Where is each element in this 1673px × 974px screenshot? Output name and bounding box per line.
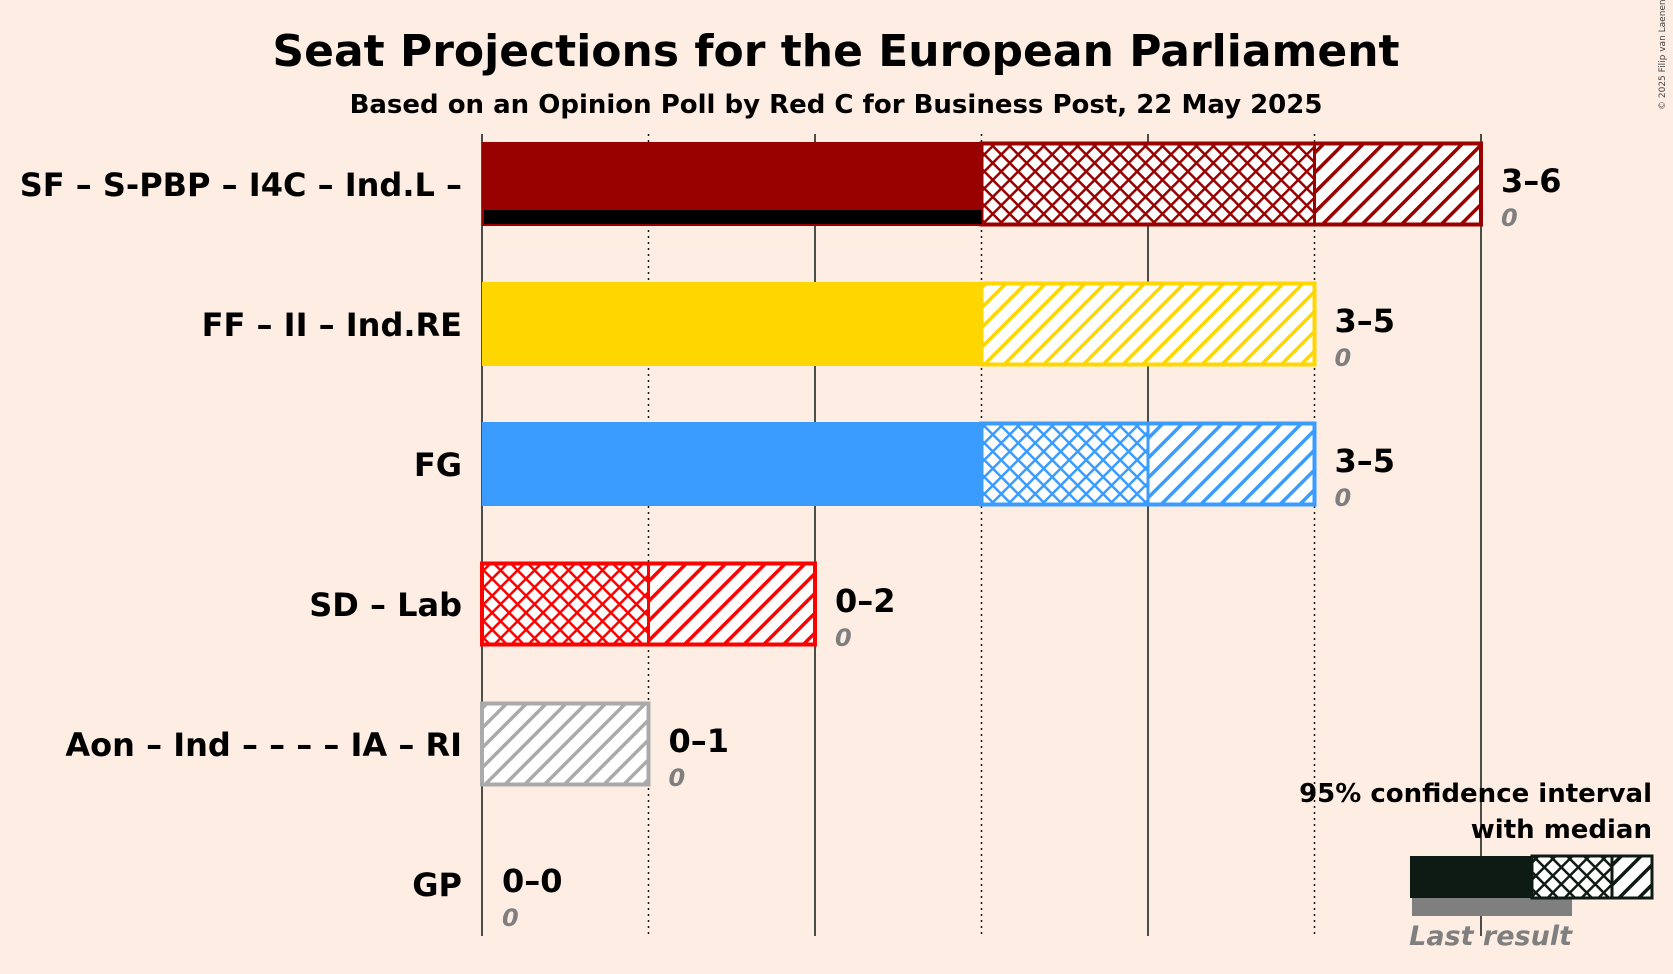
legend-solid-segment — [1410, 856, 1532, 898]
party-row: FG 3–5 0 — [414, 421, 1396, 512]
bar-diagonal-segment — [980, 282, 1316, 366]
range-label: 0–1 — [669, 722, 730, 760]
bar-interval-outline — [979, 281, 1317, 367]
bar-interval-outline — [480, 561, 817, 647]
bar-interval-outline — [480, 701, 651, 787]
bar-crosshatch-segment — [480, 562, 650, 646]
chart-subtitle: Based on an Opinion Poll by Red C for Bu… — [350, 90, 1323, 120]
last-result-label: 0 — [1335, 344, 1352, 372]
last-result-label: 0 — [1335, 484, 1352, 512]
range-label: 0–2 — [835, 582, 896, 620]
bar-diagonal-segment — [480, 702, 650, 786]
party-label: GP — [412, 866, 462, 904]
party-label: FF – II – Ind.RE — [202, 306, 462, 344]
legend-diagonal-segment — [1610, 854, 1654, 900]
party-label: FG — [414, 446, 462, 484]
legend: 95% confidence interval with median Last… — [1299, 779, 1654, 952]
bar-diagonal-segment — [1146, 422, 1316, 506]
party-row: GP 0–0 0 — [412, 862, 562, 932]
range-label: 3–5 — [1335, 442, 1396, 480]
legend-last-result-label: Last result — [1409, 921, 1573, 952]
legend-line-2: with median — [1471, 815, 1652, 845]
bar-crosshatch-segment — [980, 142, 1316, 226]
party-row: Aon – Ind – – – – IA – RI 0–1 0 — [65, 701, 730, 792]
party-label: SF – S-PBP – I4C – Ind.L – — [20, 166, 462, 204]
gridlines — [481, 134, 1482, 936]
last-result-label: 0 — [835, 624, 852, 652]
bar-interval-outline — [979, 141, 1483, 227]
copyright-note: © 2025 Filip van Laenen — [1658, 0, 1668, 110]
last-result-label: 0 — [669, 764, 686, 792]
bar-solid-segment — [482, 282, 982, 366]
legend-line-1: 95% confidence interval — [1299, 779, 1652, 809]
bar-diagonal-segment — [1313, 142, 1483, 226]
party-row: FF – II – Ind.RE 3–5 0 — [202, 281, 1396, 372]
bar-crosshatch-segment — [980, 422, 1150, 506]
bar-interval-outline — [979, 421, 1317, 507]
range-label: 3–6 — [1501, 162, 1562, 200]
bar-diagonal-segment — [647, 562, 817, 646]
party-row: SF – S-PBP – I4C – Ind.L – 3–6 0 — [20, 141, 1562, 232]
party-row: SD – Lab 0–2 0 — [309, 561, 896, 652]
range-label: 3–5 — [1335, 302, 1396, 340]
last-result-label: 0 — [1501, 204, 1518, 232]
chart-title: Seat Projections for the European Parlia… — [272, 26, 1399, 77]
range-label: 0–0 — [502, 862, 563, 900]
bar-median-shadow — [484, 210, 982, 224]
legend-crosshatch-segment — [1530, 854, 1614, 900]
bar-solid-segment — [482, 422, 982, 506]
party-label: SD – Lab — [309, 586, 462, 624]
last-result-label: 0 — [502, 904, 519, 932]
party-label: Aon – Ind – – – – IA – RI — [65, 726, 462, 764]
